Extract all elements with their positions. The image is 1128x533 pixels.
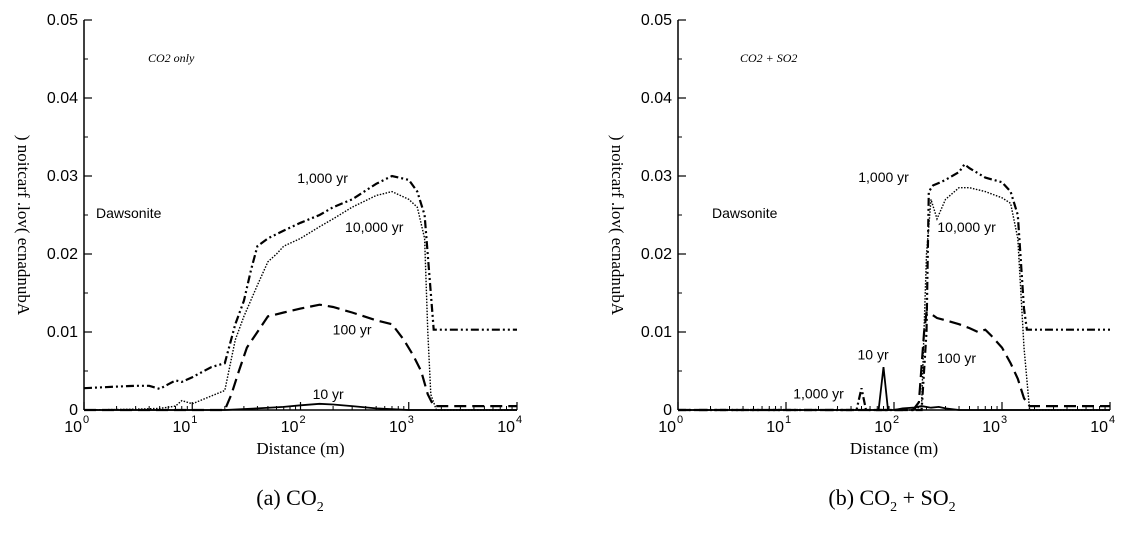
x-tick-label: 10 3 [982,414,1007,436]
series-1-000-yr [83,174,517,391]
x-tick-label: 10 2 [281,414,306,436]
mineral-label: Dawsonite [96,205,162,221]
x-tick-exp: 0 [677,414,683,426]
curve-label: 10,000 yr [937,219,996,235]
x-tick-exp: 1 [785,414,791,426]
y-tick-label: 0.02 [641,246,672,263]
x-axis-label: Distance (m) [256,439,344,458]
curve-label: 100 yr [333,321,372,337]
x-tick-label: 10 1 [766,414,791,436]
scenario-annotation: CO2 only [148,51,195,65]
x-tick-label: 10 4 [1090,414,1115,436]
y-tick-label: 0.03 [641,168,672,185]
y-tick-label: 0.01 [47,324,78,341]
panel-caption: (b) CO2 + SO2 [828,485,955,515]
x-tick-base: 10 [982,419,1000,436]
x-tick-base: 10 [658,419,676,436]
curve-label: 10 yr [313,386,344,402]
x-tick-label: 10 3 [389,414,414,436]
x-tick-base: 10 [497,419,515,436]
mineral-label: Dawsonite [712,205,778,221]
x-tick-exp: 2 [893,414,899,426]
curve-label: 1,000 yr [858,169,909,185]
curve-label: 1,000 yr [793,385,844,401]
x-tick-exp: 4 [516,414,522,426]
y-tick-label: 0.01 [641,324,672,341]
x-tick-exp: 3 [408,414,414,426]
y-axis-label: ) noitcarf .lov( ecnadnubA [14,135,33,316]
x-tick-exp: 1 [191,414,197,426]
series-10-000-yr [83,190,517,411]
series-10-000-yr [678,186,1110,411]
y-tick-label: 0 [663,402,672,419]
series-1-000-yr [678,162,1110,412]
x-tick-label: 10 2 [874,414,899,436]
x-tick-base: 10 [64,419,82,436]
x-tick-exp: 2 [300,414,306,426]
x-axis-label: Distance (m) [850,439,938,458]
x-tick-exp: 0 [83,414,89,426]
x-tick-base: 10 [172,419,190,436]
y-tick-label: 0.03 [47,168,78,185]
x-tick-base: 10 [281,419,299,436]
x-tick-base: 10 [389,419,407,436]
x-tick-exp: 4 [1109,414,1115,426]
y-tick-label: 0.02 [47,246,78,263]
y-axis-label: ) noitcarf .lov( ecnadnubA [608,135,627,316]
x-tick-label: 10 0 [658,414,683,436]
scenario-annotation: CO2 + SO2 [740,51,797,65]
x-tick-label: 10 1 [172,414,197,436]
series-100-yr [678,311,1110,412]
panel-caption: (a) CO2 [256,485,323,515]
y-tick-label: 0.05 [641,12,672,29]
y-tick-label: 0.04 [47,90,78,107]
curve-label: 10,000 yr [345,219,404,235]
y-tick-label: 0.05 [47,12,78,29]
y-tick-label: 0.04 [641,90,672,107]
x-tick-base: 10 [1090,419,1108,436]
x-tick-label: 10 0 [64,414,89,436]
series-10-yr [678,366,1110,411]
curve-label: 1,000 yr [297,170,348,186]
x-tick-exp: 3 [1001,414,1007,426]
y-tick-label: 0 [69,402,78,419]
curve-label: 100 yr [937,350,976,366]
curve-label: 10 yr [858,346,889,362]
x-tick-label: 10 4 [497,414,522,436]
x-tick-base: 10 [766,419,784,436]
x-tick-base: 10 [874,419,892,436]
series-100-yr [84,303,517,412]
